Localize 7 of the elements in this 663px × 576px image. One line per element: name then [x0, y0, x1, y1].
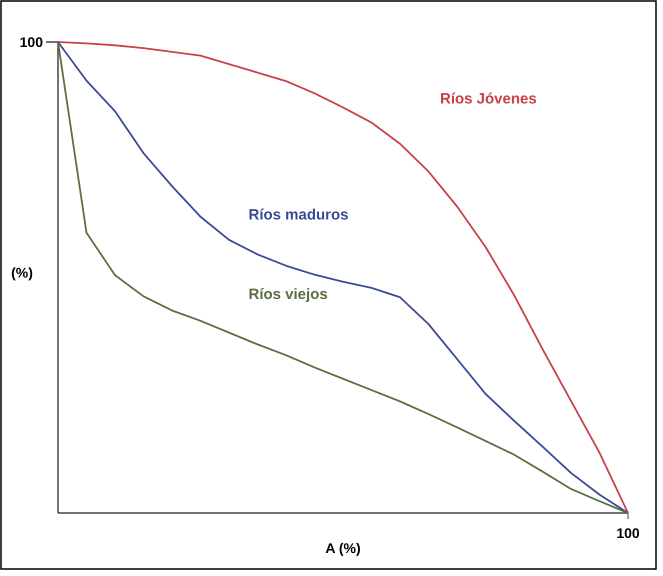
x-axis-title: A (%) [325, 540, 361, 556]
y-axis-title: (%) [11, 264, 33, 280]
series-label: Ríos maduros [248, 206, 349, 224]
text: 100 [616, 525, 640, 541]
text: Ríos Jóvenes [440, 90, 537, 108]
text: 100 [20, 34, 44, 50]
text: Ríos viejos [248, 286, 328, 303]
